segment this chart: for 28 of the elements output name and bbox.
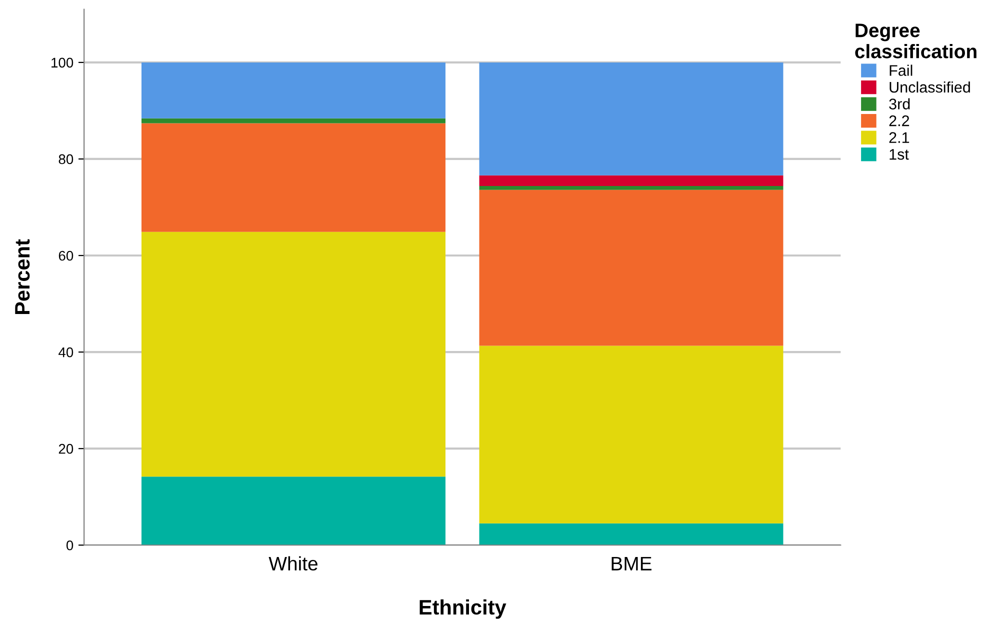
bar <box>479 523 784 546</box>
bar <box>141 232 446 477</box>
y-tick-label: 20 <box>58 444 74 454</box>
x-axis-title: Ethnicity <box>420 599 506 619</box>
bar <box>141 62 446 118</box>
bar <box>479 190 784 346</box>
x-tick-label: White <box>268 556 318 571</box>
legend-label: Unclassified <box>890 81 970 93</box>
bar <box>479 175 784 186</box>
bar <box>141 118 446 124</box>
legend-title: Degree classification <box>855 24 976 58</box>
y-tick-label: 80 <box>58 154 74 164</box>
legend-label: 3rd <box>889 98 910 110</box>
bar <box>141 476 446 546</box>
legend-label: 2.1 <box>889 132 910 143</box>
y-axis-title: Percent <box>15 239 30 314</box>
x-tick-label: BME <box>612 556 652 570</box>
bar <box>479 346 784 524</box>
y-tick-label: 100 <box>52 58 74 68</box>
bar <box>479 62 784 176</box>
legend-label: 2.2 <box>889 115 910 126</box>
y-tick-label: 60 <box>58 250 74 261</box>
y-tick-label: 40 <box>58 347 74 358</box>
bar <box>479 186 784 190</box>
legend-label: Fail <box>890 64 912 76</box>
bar <box>141 123 446 232</box>
legend-label: 1st <box>890 149 909 160</box>
y-tick-label: 0 <box>66 540 74 550</box>
